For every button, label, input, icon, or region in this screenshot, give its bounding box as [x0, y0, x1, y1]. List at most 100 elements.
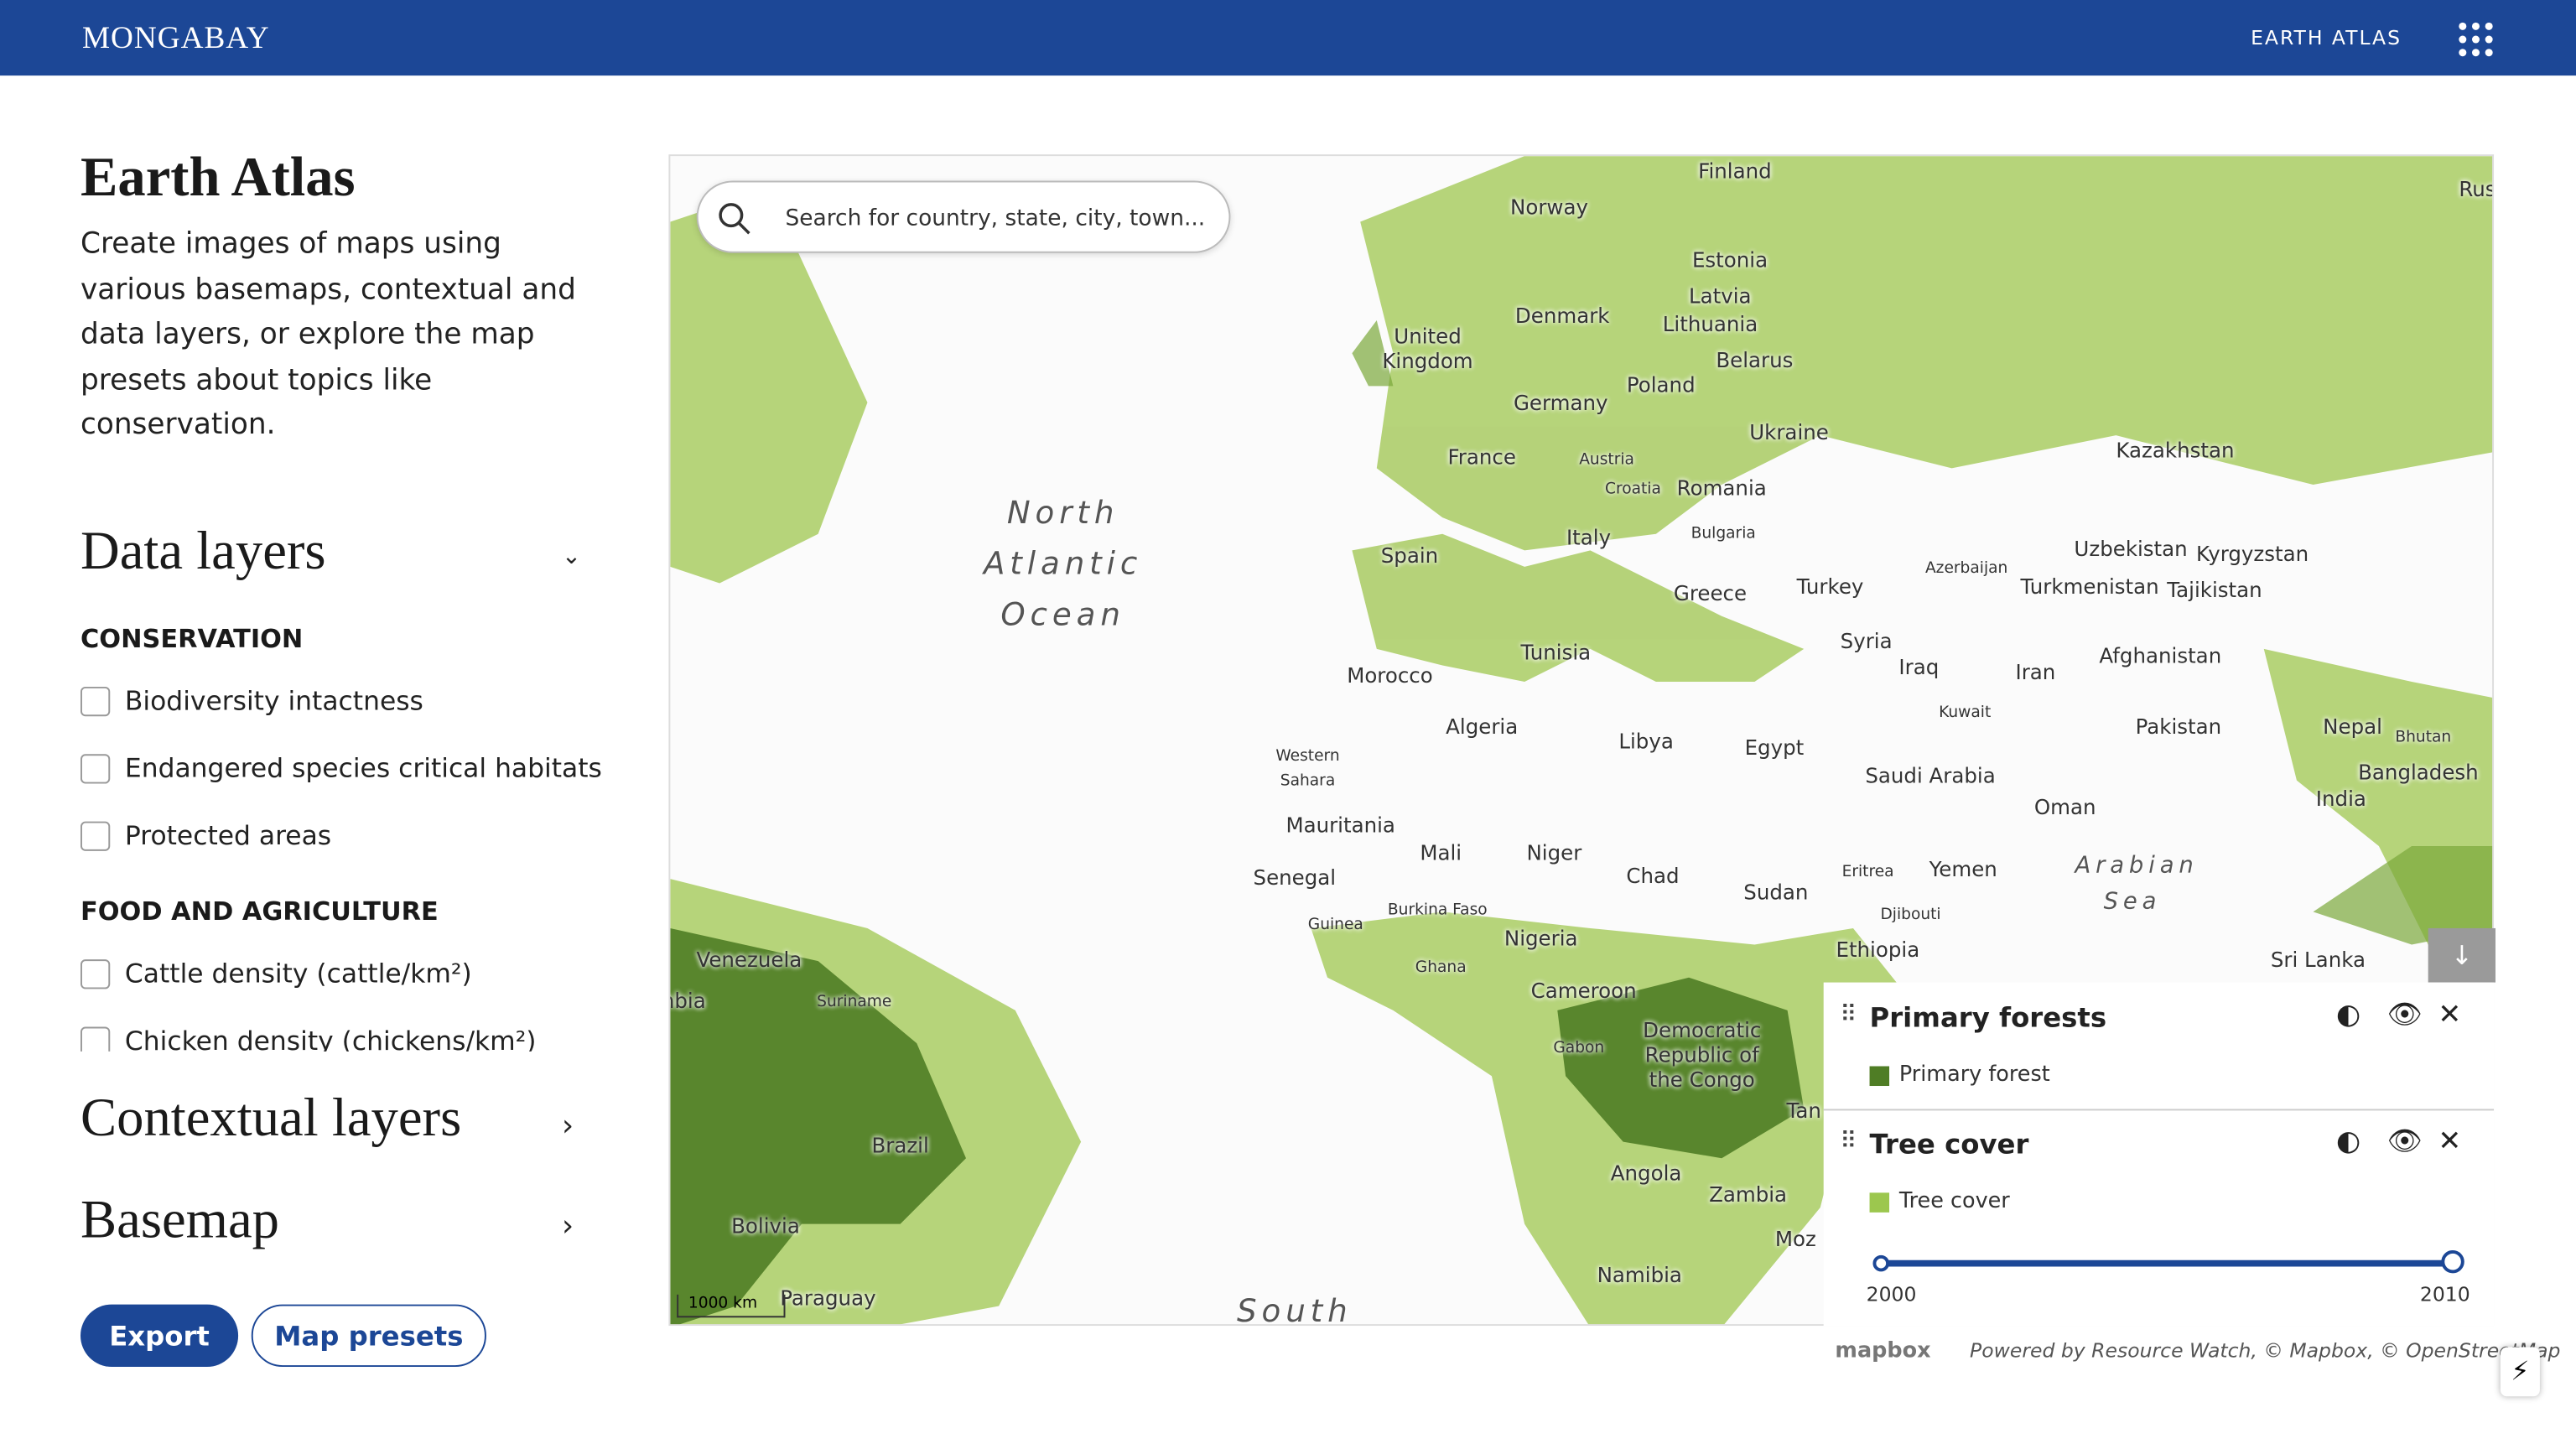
map-label: Saudi Arabia	[1865, 763, 1996, 788]
timeline-track	[1879, 1259, 2454, 1267]
legend-layer: ⠿ Tree cover ◐ 👁︎ ✕ Tree cover 2000 2010	[1824, 1109, 2494, 1326]
timeline-handle[interactable]	[1872, 1254, 1890, 1272]
drag-handle[interactable]: ⠿	[1840, 1002, 1857, 1029]
map-label: Azerbaijan	[1924, 559, 2008, 578]
map-label: Moz	[1774, 1226, 1816, 1251]
ocean-label: Arabian Sea	[2075, 852, 2199, 916]
legend-title: Primary forests	[1869, 1002, 2107, 1034]
map-label: Turkmenistan	[2020, 574, 2159, 600]
layer-action[interactable]: 👁︎	[2386, 999, 2423, 1032]
checkbox[interactable]	[80, 753, 111, 783]
map-label: Kuwait	[1939, 704, 1992, 723]
map-label: Romania	[1676, 475, 1767, 501]
export-button[interactable]: Export	[80, 1304, 239, 1368]
mapbox-logo[interactable]: mapbox	[1835, 1338, 1931, 1364]
map-label: Democratic Republic of the Congo	[1643, 1017, 1762, 1092]
map-label: Afghanistan	[2099, 643, 2222, 668]
map-label: Finland	[1698, 158, 1772, 184]
map-label: mbia	[670, 988, 706, 1013]
checkbox[interactable]	[80, 820, 111, 850]
chevron-down[interactable]: ⌄	[562, 543, 582, 570]
map-label: Tunisia	[1520, 640, 1592, 665]
map-label: Guinea	[1307, 916, 1363, 934]
nav-link[interactable]: EARTH ATLAS	[2251, 26, 2402, 49]
layer-checkbox[interactable]: Cattle density (cattle/km²)	[80, 958, 472, 989]
map-label: Turkey	[1796, 574, 1864, 600]
map-label: Namibia	[1597, 1262, 1682, 1288]
map-label: Uzbekistan	[2074, 536, 2188, 562]
scale-bar: 1000 km	[677, 1294, 786, 1318]
drag-handle[interactable]: ⠿	[1840, 1128, 1857, 1156]
search-placeholder: Search for country, state, city, town...	[785, 205, 1206, 232]
apps-menu[interactable]	[2458, 21, 2494, 57]
legend-label: Tree cover	[1898, 1189, 2010, 1214]
layer-action[interactable]: ◐	[2335, 1125, 2361, 1159]
map-label: Italy	[1566, 524, 1612, 550]
map-label: Tajikistan	[2167, 577, 2262, 603]
checkbox[interactable]	[80, 685, 111, 716]
section-title[interactable]: Basemap	[80, 1191, 280, 1250]
map-label: Egypt	[1744, 735, 1805, 761]
section-title[interactable]: Data layers	[80, 522, 326, 582]
timeline-end: 2010	[2419, 1283, 2470, 1306]
timeline-handle[interactable]	[2441, 1249, 2464, 1274]
map-label: Iraq	[1898, 654, 1940, 680]
map-label: Paraguay	[780, 1285, 876, 1311]
map-label: Mauritania	[1285, 812, 1395, 838]
map-label: Mali	[1420, 840, 1462, 865]
map-label: Senegal	[1253, 865, 1337, 890]
legend-item: Tree cover	[1869, 1189, 2010, 1214]
checkbox[interactable]	[80, 1026, 111, 1052]
sidebar-intro: Earth Atlas Create images of maps using …	[80, 148, 589, 449]
legend-swatch	[1869, 1065, 1890, 1086]
map-label: Yemen	[1929, 856, 1997, 882]
layer-checkbox[interactable]: Biodiversity intactness	[80, 685, 423, 716]
checkbox-label: Endangered species critical habitats	[124, 752, 602, 784]
map-label: Brazil	[871, 1132, 929, 1158]
collapse-legend[interactable]: ↓	[2428, 927, 2496, 983]
map-label: Ukraine	[1749, 419, 1829, 444]
search-box[interactable]: Search for country, state, city, town...	[696, 180, 1231, 253]
layer-action[interactable]: 👁︎	[2386, 1125, 2423, 1159]
map-label: Syria	[1840, 628, 1893, 653]
presets-button[interactable]: Map presets	[251, 1304, 486, 1368]
map-label: Morocco	[1347, 662, 1433, 688]
chevron-right[interactable]: ›	[562, 1109, 574, 1144]
map-label: Western Sahara	[1275, 747, 1340, 791]
layer-action[interactable]: ✕	[2438, 999, 2462, 1032]
checkbox-label: Biodiversity intactness	[124, 684, 423, 717]
section-title[interactable]: Contextual layers	[80, 1088, 462, 1149]
bolt-button[interactable]: ⚡︎	[2500, 1347, 2540, 1397]
map-label: Nepal	[2323, 714, 2382, 739]
map-label: Djibouti	[1880, 906, 1941, 925]
map-label: United Kingdom	[1382, 323, 1473, 373]
group-title: CONSERVATION	[80, 624, 304, 654]
map-label: Iran	[2015, 659, 2056, 685]
checkbox-label: Chicken density (chickens/km²)	[124, 1025, 537, 1052]
checkbox[interactable]	[80, 958, 111, 989]
chevron-right[interactable]: ›	[562, 1208, 574, 1244]
map-label: Burkina Faso	[1387, 901, 1488, 920]
map-label: Croatia	[1604, 480, 1661, 499]
map-label: Chad	[1626, 863, 1680, 888]
layer-action[interactable]: ✕	[2438, 1125, 2462, 1159]
layer-checkbox[interactable]: Endangered species critical habitats	[80, 752, 602, 784]
map-label: Tan	[1786, 1098, 1821, 1124]
map-label: Bhutan	[2395, 728, 2452, 747]
map-label: Angola	[1610, 1161, 1682, 1186]
layer-clip: FOOD AND AGRICULTURE Cattle density (catt…	[0, 0, 657, 1052]
legend-title: Tree cover	[1869, 1128, 2029, 1161]
legend-swatch	[1869, 1192, 1890, 1212]
map-label: Kyrgyzstan	[2195, 541, 2309, 566]
map-label: Bangladesh	[2358, 760, 2479, 785]
map-label: France	[1447, 444, 1516, 470]
description: Create images of maps using various base…	[80, 228, 576, 443]
legend: ⠿ Primary forests ◐ 👁︎ ✕ Primary forest ⠿ Tree …	[1823, 982, 2495, 1327]
layer-checkbox[interactable]: Protected areas	[80, 820, 331, 851]
map-label: Rus	[2459, 176, 2495, 202]
layer-action[interactable]: ◐	[2335, 999, 2361, 1032]
layer-checkbox[interactable]: Chicken density (chickens/km²)	[80, 1026, 536, 1052]
logo[interactable]: MONGABAY	[81, 21, 270, 56]
legend-layer: ⠿ Primary forests ◐ 👁︎ ✕ Primary forest	[1823, 983, 2495, 1111]
map-label: Sudan	[1743, 880, 1809, 905]
